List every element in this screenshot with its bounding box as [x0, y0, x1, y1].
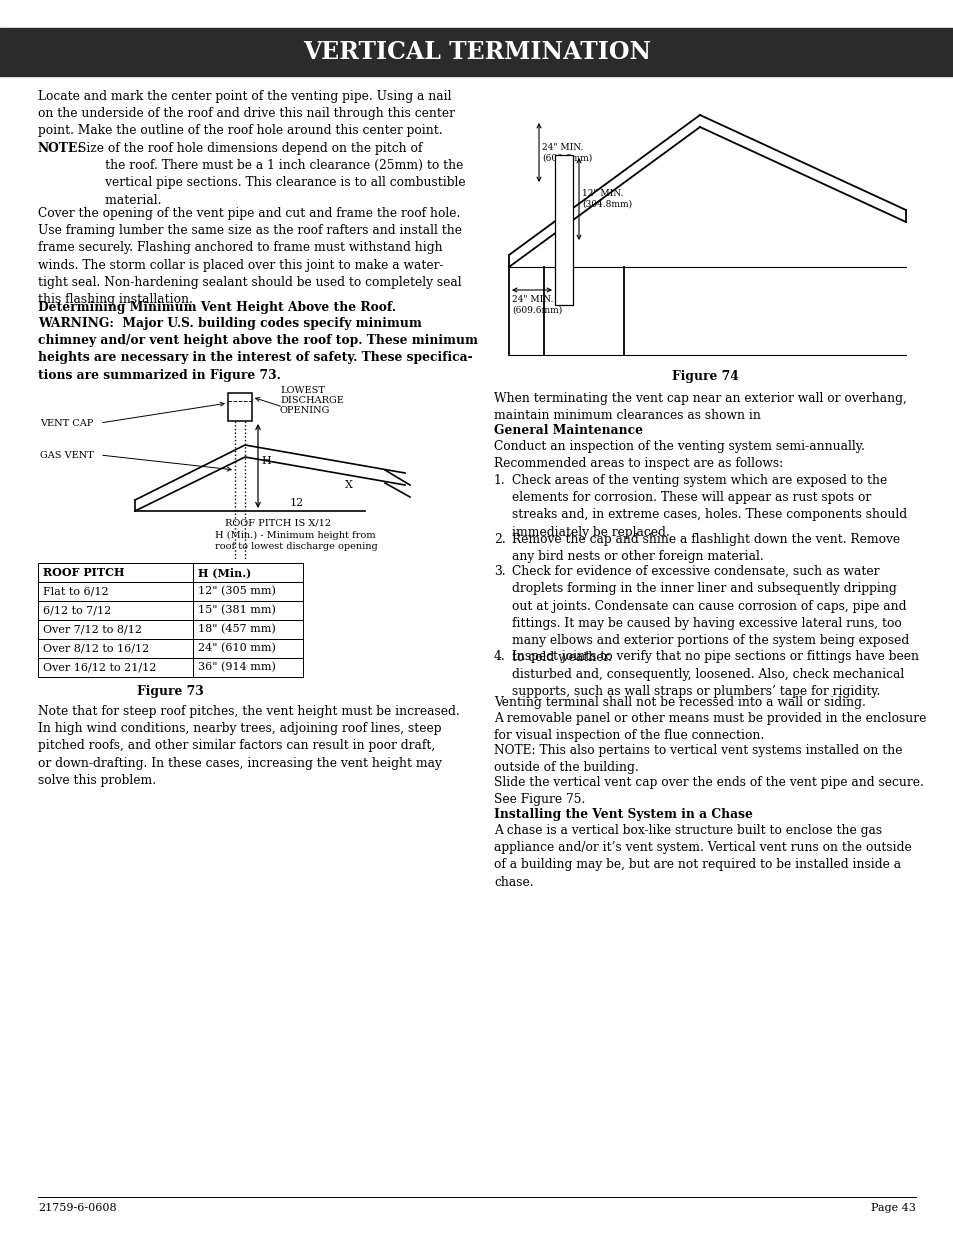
Text: Inspect joints to verify that no pipe sections or fittings have been
disturbed a: Inspect joints to verify that no pipe se…: [512, 651, 918, 698]
Text: Flat to 6/12: Flat to 6/12: [43, 587, 109, 597]
Text: H (Min.): H (Min.): [198, 567, 251, 578]
Text: NOTE: This also pertains to vertical vent systems installed on the
outside of th: NOTE: This also pertains to vertical ven…: [494, 743, 902, 774]
Text: VERTICAL TERMINATION: VERTICAL TERMINATION: [303, 40, 650, 64]
Bar: [38, 601, 193, 620]
Text: Cover the opening of the vent pipe and cut and frame the roof hole.
Use framing : Cover the opening of the vent pipe and c…: [38, 207, 461, 306]
Bar: [193, 658, 303, 677]
Text: Remove the cap and shine a flashlight down the vent. Remove
any bird nests or ot: Remove the cap and shine a flashlight do…: [512, 532, 900, 563]
Text: A removable panel or other means must be provided in the enclosure
for visual in: A removable panel or other means must be…: [494, 713, 925, 742]
Text: 2.: 2.: [494, 532, 505, 546]
Text: Conduct an inspection of the venting system semi-annually.
Recommended areas to : Conduct an inspection of the venting sys…: [494, 440, 864, 471]
Text: VENT CAP: VENT CAP: [40, 419, 93, 427]
Text: 12" MIN.
(304.8mm): 12" MIN. (304.8mm): [581, 189, 632, 209]
Bar: [38, 563, 193, 582]
Text: ROOF PITCH: ROOF PITCH: [43, 567, 124, 578]
Text: Page 43: Page 43: [870, 1203, 915, 1213]
Bar: [38, 658, 193, 677]
Bar: [38, 638, 193, 658]
Text: NOTE:: NOTE:: [38, 142, 83, 156]
Text: Figure 73: Figure 73: [137, 685, 204, 698]
Text: WARNING:  Major U.S. building codes specify minimum
chimney and/or vent height a: WARNING: Major U.S. building codes speci…: [38, 317, 477, 382]
Text: Check areas of the venting system which are exposed to the
elements for corrosio: Check areas of the venting system which …: [512, 474, 906, 538]
Text: ROOF PITCH IS X/12: ROOF PITCH IS X/12: [225, 517, 331, 527]
Bar: [193, 638, 303, 658]
Text: H: H: [261, 456, 271, 466]
Text: roof to lowest discharge opening: roof to lowest discharge opening: [214, 542, 377, 551]
Text: General Maintenance: General Maintenance: [494, 424, 642, 437]
Text: Note that for steep roof pitches, the vent height must be increased.
In high win: Note that for steep roof pitches, the ve…: [38, 705, 459, 787]
Text: Over 7/12 to 8/12: Over 7/12 to 8/12: [43, 625, 142, 635]
Text: 24" MIN.
(609.6mm): 24" MIN. (609.6mm): [512, 295, 561, 315]
Text: 3.: 3.: [494, 566, 505, 578]
Text: Over 8/12 to 16/12: Over 8/12 to 16/12: [43, 643, 149, 653]
Text: DISCHARGE: DISCHARGE: [280, 396, 343, 405]
Text: When terminating the vent cap near an exterior wall or overhang,
maintain minimu: When terminating the vent cap near an ex…: [494, 391, 906, 422]
Text: 15" (381 mm): 15" (381 mm): [198, 605, 275, 616]
Bar: [228, 393, 252, 421]
Text: Size of the roof hole dimensions depend on the pitch of
       the roof. There m: Size of the roof hole dimensions depend …: [78, 142, 465, 206]
Bar: [193, 601, 303, 620]
Text: OPENING: OPENING: [280, 406, 330, 415]
Text: Installing the Vent System in a Chase: Installing the Vent System in a Chase: [494, 808, 752, 821]
Text: Slide the vertical vent cap over the ends of the vent pipe and secure.
See Figur: Slide the vertical vent cap over the end…: [494, 776, 923, 806]
Text: GAS VENT: GAS VENT: [40, 451, 93, 459]
Text: 12: 12: [290, 498, 304, 508]
Bar: [38, 582, 193, 601]
Text: Figure 74: Figure 74: [671, 370, 738, 383]
Text: 1.: 1.: [494, 474, 505, 487]
Text: Check for evidence of excessive condensate, such as water
droplets forming in th: Check for evidence of excessive condensa…: [512, 566, 908, 664]
Text: Locate and mark the center point of the venting pipe. Using a nail
on the unders: Locate and mark the center point of the …: [38, 90, 455, 137]
Bar: [555, 156, 573, 305]
Text: Over 16/12 to 21/12: Over 16/12 to 21/12: [43, 662, 156, 673]
Text: H (Min.) - Minimum height from: H (Min.) - Minimum height from: [214, 531, 375, 540]
Bar: [193, 563, 303, 582]
Bar: [38, 620, 193, 638]
Text: 24" MIN.
(609.6mm): 24" MIN. (609.6mm): [541, 143, 592, 162]
Text: 36" (914 mm): 36" (914 mm): [198, 662, 275, 673]
Text: 24" (610 mm): 24" (610 mm): [198, 643, 275, 653]
Text: 18" (457 mm): 18" (457 mm): [198, 625, 275, 635]
Bar: [193, 582, 303, 601]
Text: A chase is a vertical box-like structure built to enclose the gas
appliance and/: A chase is a vertical box-like structure…: [494, 824, 911, 889]
Text: 6/12 to 7/12: 6/12 to 7/12: [43, 605, 112, 615]
Text: X: X: [345, 480, 353, 490]
Text: Venting terminal shall not be recessed into a wall or siding.: Venting terminal shall not be recessed i…: [494, 697, 865, 709]
Text: 4.: 4.: [494, 651, 505, 663]
Text: LOWEST: LOWEST: [280, 387, 325, 395]
Text: 12" (305 mm): 12" (305 mm): [198, 587, 275, 597]
Bar: [193, 620, 303, 638]
Text: Determining Minimum Vent Height Above the Roof.: Determining Minimum Vent Height Above th…: [38, 301, 395, 314]
Text: 21759-6-0608: 21759-6-0608: [38, 1203, 116, 1213]
Bar: [0, 28, 953, 77]
